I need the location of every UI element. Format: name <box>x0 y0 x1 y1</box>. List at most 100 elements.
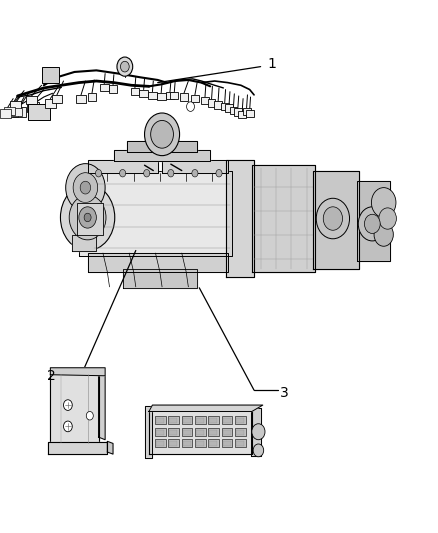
Circle shape <box>64 400 72 410</box>
Bar <box>180 93 188 101</box>
Bar <box>157 93 166 100</box>
Circle shape <box>379 208 396 229</box>
Bar <box>182 427 192 436</box>
Bar <box>235 439 246 447</box>
Bar <box>221 103 229 110</box>
Circle shape <box>60 184 115 251</box>
Bar <box>208 427 219 436</box>
Bar <box>4 107 15 115</box>
Bar <box>168 416 179 424</box>
Bar <box>235 416 246 424</box>
Bar <box>155 416 166 424</box>
Bar <box>183 441 191 446</box>
Polygon shape <box>50 368 105 376</box>
Bar <box>209 430 217 435</box>
Bar <box>208 416 219 424</box>
Bar <box>196 430 204 435</box>
Bar <box>168 439 179 447</box>
Bar <box>131 88 139 95</box>
Bar <box>45 99 56 108</box>
Bar <box>195 427 206 436</box>
Circle shape <box>145 113 180 156</box>
Bar <box>191 95 199 102</box>
Circle shape <box>120 169 126 177</box>
Bar <box>201 97 209 104</box>
Bar <box>12 108 22 116</box>
Bar <box>156 430 164 435</box>
Bar <box>195 439 206 447</box>
Bar <box>236 418 244 423</box>
Polygon shape <box>252 165 315 272</box>
Polygon shape <box>72 235 96 251</box>
Polygon shape <box>114 150 210 161</box>
Bar <box>27 102 39 112</box>
Circle shape <box>79 207 96 228</box>
Bar <box>169 441 177 446</box>
Circle shape <box>364 214 380 233</box>
Circle shape <box>95 169 102 177</box>
Bar <box>223 441 231 446</box>
Bar <box>76 95 86 103</box>
Circle shape <box>374 223 393 246</box>
Bar <box>155 439 166 447</box>
Bar <box>169 430 177 435</box>
Circle shape <box>168 169 174 177</box>
Bar <box>214 101 222 109</box>
Bar <box>156 441 164 446</box>
Bar <box>148 92 157 99</box>
Circle shape <box>120 61 129 72</box>
Bar <box>156 418 164 423</box>
Bar <box>196 418 204 423</box>
Bar <box>222 439 233 447</box>
Polygon shape <box>251 408 261 456</box>
Polygon shape <box>226 160 254 277</box>
Text: 2: 2 <box>47 369 56 383</box>
Polygon shape <box>162 160 228 173</box>
Text: 3: 3 <box>280 386 289 400</box>
Circle shape <box>73 173 98 203</box>
Bar <box>209 441 217 446</box>
Polygon shape <box>99 373 105 440</box>
Circle shape <box>252 424 265 440</box>
Circle shape <box>69 195 106 240</box>
Bar <box>223 430 231 435</box>
Bar <box>139 90 148 97</box>
Circle shape <box>117 57 133 76</box>
Polygon shape <box>145 406 152 458</box>
Circle shape <box>216 169 222 177</box>
Text: 1: 1 <box>267 57 276 71</box>
Bar <box>208 99 215 107</box>
Polygon shape <box>149 405 263 411</box>
Circle shape <box>66 164 105 212</box>
Polygon shape <box>107 441 113 454</box>
Bar <box>28 104 50 120</box>
Polygon shape <box>79 171 232 256</box>
Polygon shape <box>357 181 390 261</box>
Circle shape <box>144 169 150 177</box>
Polygon shape <box>88 253 228 272</box>
Bar <box>195 416 206 424</box>
Circle shape <box>323 207 343 230</box>
Circle shape <box>86 411 93 420</box>
Circle shape <box>151 120 173 148</box>
Bar <box>42 67 59 83</box>
Bar <box>236 430 244 435</box>
Bar <box>208 439 219 447</box>
Polygon shape <box>123 269 197 288</box>
Polygon shape <box>77 203 103 235</box>
Bar <box>183 418 191 423</box>
Bar <box>182 416 192 424</box>
Bar <box>209 418 217 423</box>
Circle shape <box>187 102 194 111</box>
Circle shape <box>253 444 264 457</box>
Bar <box>182 439 192 447</box>
Polygon shape <box>127 141 197 152</box>
Polygon shape <box>48 442 107 454</box>
Bar <box>246 110 254 117</box>
Bar <box>236 441 244 446</box>
Bar <box>223 418 231 423</box>
Circle shape <box>64 421 72 432</box>
Bar <box>243 108 251 115</box>
Bar <box>169 418 177 423</box>
Bar <box>225 104 233 112</box>
